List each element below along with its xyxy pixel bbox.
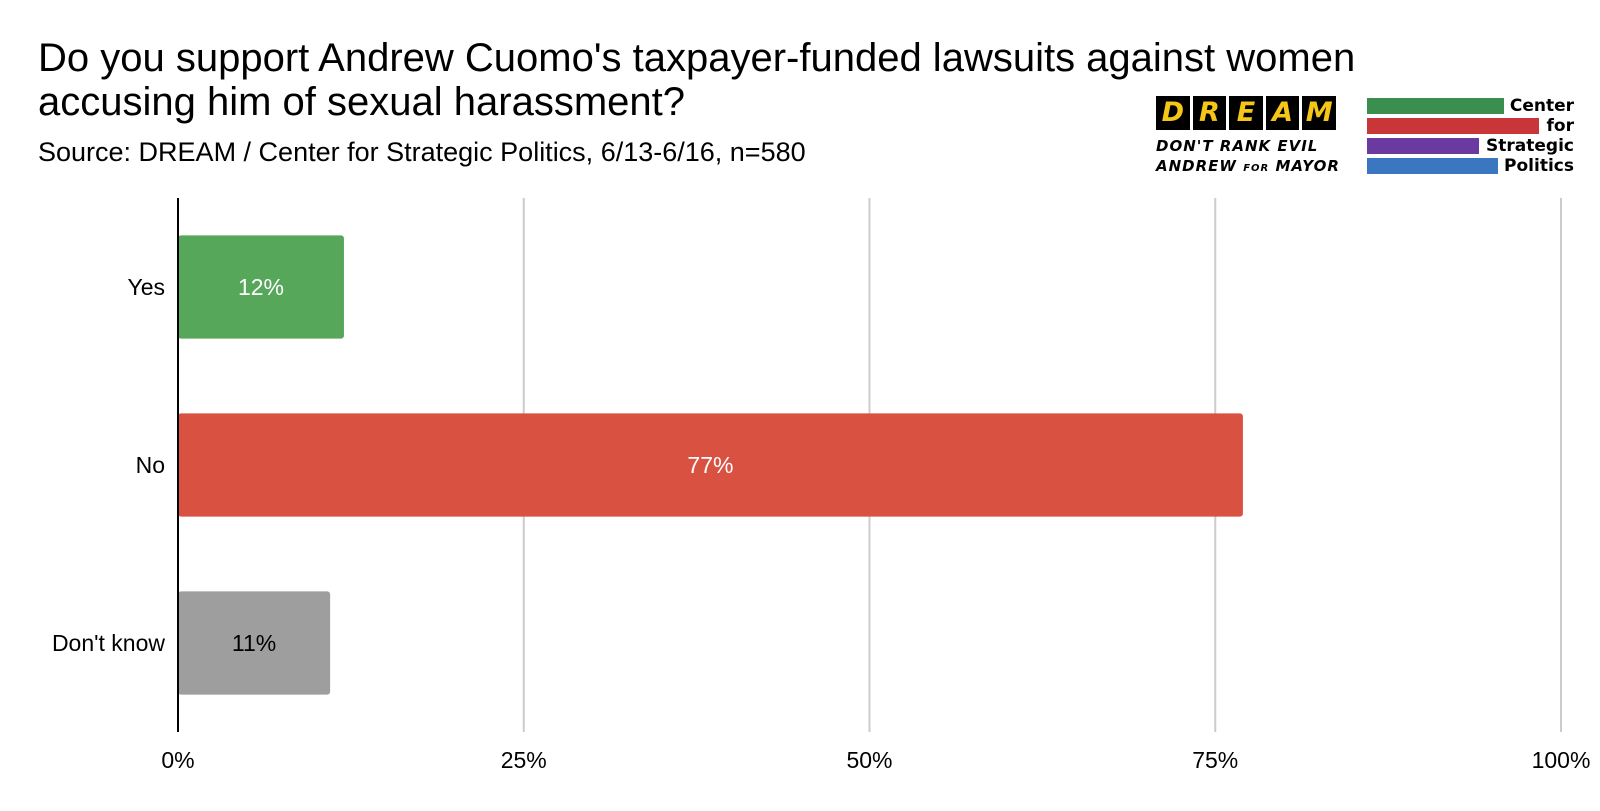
x-tick-label: 25% bbox=[501, 747, 547, 773]
csp-bar-green bbox=[1367, 98, 1504, 114]
category-label: No bbox=[136, 452, 165, 478]
dream-tagline-2a: ANDREW bbox=[1156, 157, 1244, 175]
csp-logo: Center for Strategic Politics bbox=[1367, 96, 1574, 176]
csp-bar-purple bbox=[1367, 138, 1479, 154]
dream-tagline-2-for: FOR bbox=[1243, 163, 1270, 174]
x-tick-label: 100% bbox=[1532, 747, 1591, 773]
bar bbox=[178, 413, 1243, 517]
bar bbox=[178, 235, 344, 339]
x-tick-label: 50% bbox=[846, 747, 892, 773]
chart-title: Do you support Andrew Cuomo's taxpayer-f… bbox=[38, 36, 1356, 124]
chart-source: Source: DREAM / Center for Strategic Pol… bbox=[38, 137, 806, 167]
bar bbox=[178, 591, 331, 695]
dream-letter-d: D bbox=[1156, 96, 1190, 130]
dream-letter-r: R bbox=[1192, 96, 1227, 130]
csp-bar-blue bbox=[1367, 158, 1498, 174]
dream-letter-e: E bbox=[1229, 96, 1263, 130]
x-tick-label: 0% bbox=[161, 747, 194, 773]
dream-tagline-2: ANDREW FOR MAYOR bbox=[1156, 156, 1339, 179]
dream-tagline-2b: MAYOR bbox=[1269, 157, 1340, 175]
dream-tagline-1: DON'T RANK EVIL bbox=[1156, 137, 1319, 155]
category-label: Yes bbox=[127, 274, 165, 300]
data-label: 11% bbox=[232, 630, 276, 656]
x-tick-label: 75% bbox=[1192, 747, 1238, 773]
dream-wordmark: D R E A M bbox=[1156, 96, 1336, 130]
csp-bar-red bbox=[1367, 118, 1539, 134]
category-label: Don't know bbox=[52, 630, 165, 656]
data-label: 12% bbox=[238, 274, 284, 300]
csp-word-for: for bbox=[1546, 116, 1574, 136]
dream-letter-m: M bbox=[1302, 96, 1336, 130]
csp-word-center: Center bbox=[1509, 96, 1574, 116]
csp-word-politics: Politics bbox=[1504, 156, 1574, 176]
dream-letter-a: A bbox=[1265, 96, 1300, 130]
data-label: 77% bbox=[687, 452, 733, 478]
csp-word-strategic: Strategic bbox=[1486, 136, 1574, 156]
dream-logo: D R E A M DON'T RANK EVIL ANDREW FOR MAY… bbox=[1156, 96, 1339, 179]
